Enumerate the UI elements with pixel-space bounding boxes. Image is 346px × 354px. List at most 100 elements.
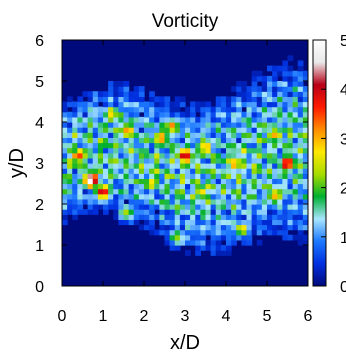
heatmap-cell (154, 106, 160, 113)
heatmap-cell (190, 106, 196, 113)
heatmap-cell (272, 116, 278, 123)
heatmap-cell (297, 116, 304, 123)
heatmap-cell (123, 183, 130, 190)
heatmap-cell (236, 219, 242, 226)
heatmap-cell (113, 142, 119, 149)
heatmap-cell (210, 152, 217, 159)
heatmap-cell (231, 106, 237, 113)
heatmap-cell (179, 198, 186, 205)
heatmap-cell (256, 152, 263, 159)
heatmap-cell (144, 188, 150, 195)
heatmap-cell (236, 116, 242, 123)
heatmap-cell (256, 209, 263, 215)
heatmap-cell (302, 178, 308, 185)
heatmap-cell (256, 193, 263, 200)
heatmap-cell (205, 116, 212, 123)
heatmap-cell (277, 70, 283, 77)
heatmap-cell (123, 111, 130, 118)
heatmap-cell (261, 96, 268, 103)
heatmap-cell (287, 122, 294, 128)
heatmap-cell (179, 188, 186, 195)
heatmap-cell (246, 193, 253, 200)
heatmap-cell (67, 168, 73, 174)
heatmap-cell (118, 96, 125, 103)
heatmap-cell (113, 168, 119, 174)
heatmap-cell (205, 106, 212, 113)
heatmap-cell (149, 214, 155, 220)
heatmap-cell (144, 142, 150, 149)
heatmap-cell (200, 137, 207, 144)
heatmap-cell (287, 75, 294, 82)
heatmap-cell (200, 142, 207, 149)
heatmap-cell (256, 183, 263, 190)
heatmap-cell (190, 101, 196, 108)
heatmap-cell (272, 147, 278, 154)
heatmap-cell (277, 168, 283, 174)
heatmap-cell (282, 111, 289, 118)
heatmap-cell (159, 157, 166, 164)
heatmap-cell (154, 173, 160, 179)
x-axis-label: x/D (170, 332, 200, 354)
heatmap-cell (87, 204, 94, 210)
heatmap-cell (169, 219, 176, 226)
heatmap-cell (195, 163, 201, 169)
heatmap-cell (103, 163, 109, 169)
heatmap-cell (236, 188, 242, 195)
heatmap-cell (210, 250, 217, 256)
heatmap-cell (272, 96, 278, 103)
heatmap-cell (118, 209, 125, 215)
heatmap-cell (82, 157, 89, 164)
heatmap-cell (118, 178, 125, 185)
heatmap-cell (179, 193, 186, 200)
heatmap-cell (154, 229, 160, 236)
heatmap-cell (256, 229, 263, 236)
heatmap-cell (251, 219, 258, 226)
heatmap-cell (220, 198, 227, 205)
heatmap-cell (190, 111, 196, 118)
heatmap-cell (302, 234, 308, 241)
heatmap-cell (138, 178, 145, 185)
heatmap-cell (154, 137, 160, 144)
heatmap-cell (210, 224, 217, 231)
heatmap-cell (190, 163, 196, 169)
heatmap-cell (97, 173, 104, 179)
heatmap-cell (190, 137, 196, 144)
heatmap-cell (118, 214, 125, 220)
heatmap-cell (267, 178, 273, 185)
heatmap-cell (164, 122, 171, 128)
heatmap-cell (277, 101, 283, 108)
heatmap-cell (62, 183, 68, 190)
heatmap-cell (226, 122, 232, 128)
heatmap-cell (287, 224, 294, 231)
heatmap-cell (287, 91, 294, 97)
heatmap-cell (251, 204, 258, 210)
heatmap-cell (159, 96, 166, 103)
heatmap-cell (246, 152, 253, 159)
heatmap-cell (92, 152, 99, 159)
y-tick-label: 2 (35, 197, 44, 214)
heatmap-cell (108, 111, 114, 118)
heatmap-cell (174, 122, 181, 128)
heatmap-cell (67, 209, 73, 215)
heatmap-cell (149, 219, 155, 226)
heatmap-cell (169, 198, 176, 205)
heatmap-cell (62, 214, 68, 220)
heatmap-cell (138, 142, 145, 149)
heatmap-cell (302, 157, 308, 164)
heatmap-cell (246, 234, 253, 241)
heatmap-cell (138, 152, 145, 159)
heatmap-cell (231, 224, 237, 231)
heatmap-cell (62, 173, 68, 179)
heatmap-cell (185, 127, 191, 133)
heatmap-cell (164, 239, 171, 246)
heatmap-cell (123, 219, 130, 226)
heatmap-cell (267, 229, 273, 236)
heatmap-cell (282, 91, 289, 97)
heatmap-cell (123, 188, 130, 195)
heatmap-cell (297, 193, 304, 200)
heatmap-cell (179, 163, 186, 169)
heatmap-cell (241, 234, 248, 241)
heatmap-cell (72, 173, 78, 179)
heatmap-cell (138, 188, 145, 195)
heatmap-cell (210, 168, 217, 174)
